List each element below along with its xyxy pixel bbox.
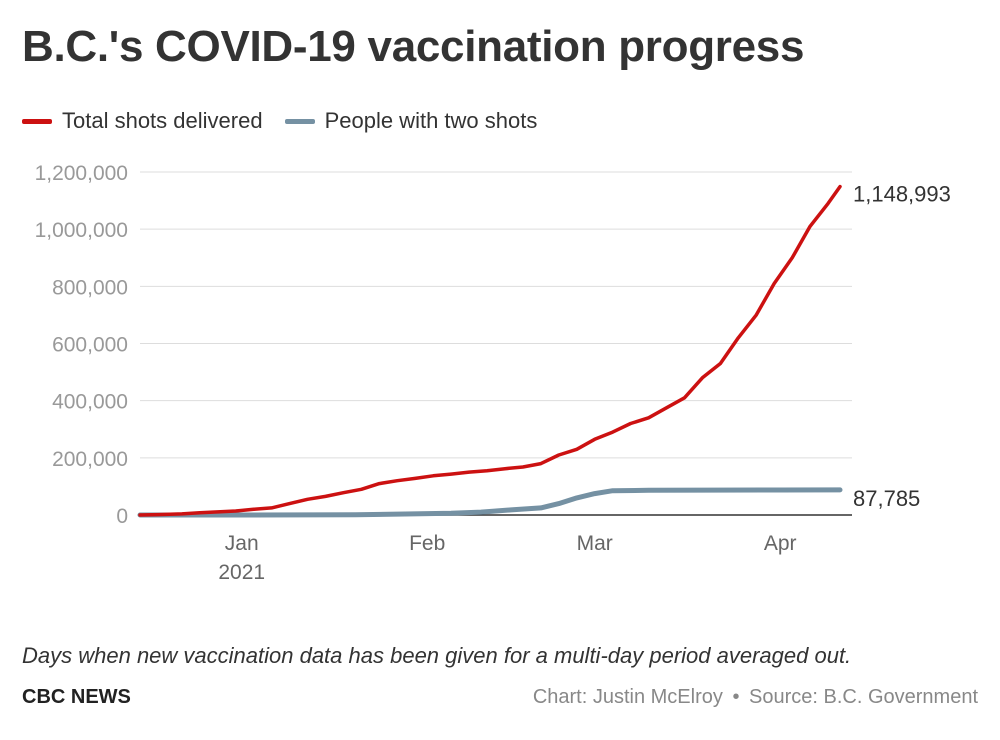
chart-note: Days when new vaccination data has been …: [22, 643, 852, 668]
chart-author: Chart: Justin McElroy: [532, 686, 723, 708]
y-tick-label: 400,000: [52, 391, 128, 414]
y-tick-label: 1,200,000: [35, 162, 128, 185]
y-tick-label: 0: [116, 505, 128, 528]
legend-label-two-shots: People with two shots: [324, 108, 538, 133]
credit-separator: •: [732, 686, 740, 708]
legend-item-two-shots: People with two shots: [284, 108, 538, 134]
y-tick-label: 600,000: [52, 334, 128, 357]
series-line-total-shots: [138, 184, 842, 517]
x-tick-label: Feb: [409, 532, 445, 555]
x-tick-label: Jan: [225, 532, 259, 555]
legend: Total shots delivered People with two sh…: [22, 108, 559, 134]
end-label-total-shots: 1,148,993: [853, 182, 951, 207]
chart-source: Source: B.C. Government: [749, 686, 978, 708]
chart-title: B.C.'s COVID-19 vaccination progress: [22, 22, 805, 71]
line-chart: 0 200,000 400,000 600,000 800,000 1,000,000 1,…: [35, 162, 951, 584]
legend-item-total-shots: Total shots delivered: [22, 108, 263, 134]
legend-swatch-total-shots: [22, 118, 52, 124]
y-tick-label: 200,000: [52, 448, 128, 471]
x-tick-label: Mar: [577, 532, 613, 555]
series-line-two-shots: [137, 487, 843, 518]
brand-logo-text: CBC NEWS: [22, 686, 131, 708]
chart-credit: Chart: Justin McElroy • Source: B.C. Gov…: [531, 686, 980, 709]
x-tick-label: Apr: [764, 532, 797, 555]
end-label-two-shots: 87,785: [853, 486, 920, 511]
x-tick-sublabel: 2021: [218, 561, 265, 584]
y-tick-label: 1,000,000: [35, 219, 128, 242]
legend-label-total-shots: Total shots delivered: [62, 108, 263, 133]
legend-swatch-two-shots: [284, 118, 315, 124]
y-tick-label: 800,000: [52, 276, 128, 299]
